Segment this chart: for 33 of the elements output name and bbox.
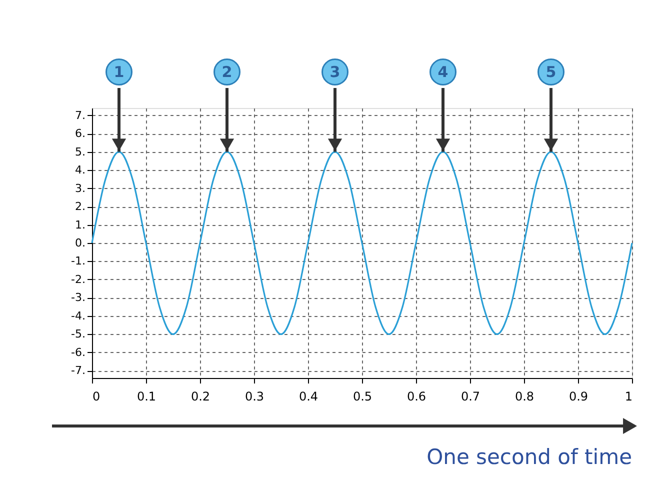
x-tick-label: 0.6 <box>406 390 426 404</box>
x-tick-label: 1 <box>624 390 632 404</box>
x-tick-label: 0.7 <box>460 390 480 404</box>
y-tick-label: -4. <box>71 309 86 322</box>
annotation: 2 <box>222 63 232 81</box>
x-tick-label: 0 <box>92 390 100 404</box>
y-tick-label: -5. <box>71 328 86 341</box>
x-tick-label: 0.9 <box>568 390 588 404</box>
text: One second of time <box>426 445 632 469</box>
x-tick-label: 0.4 <box>298 390 318 404</box>
y-tick-label: -6. <box>71 346 86 359</box>
x-tick-label: 0.1 <box>136 390 156 404</box>
y-tick-label: -1. <box>71 254 86 268</box>
y-tick-label: 6. <box>75 127 86 140</box>
y-tick-label: 1. <box>75 218 86 232</box>
line-series <box>91 150 633 336</box>
x-tick-label: 0.3 <box>244 390 264 404</box>
x-tick-label: 0.8 <box>514 390 534 404</box>
y-tick-label: -7. <box>71 364 86 378</box>
y-tick-label: -2. <box>71 272 86 286</box>
x-tick-label: 0.5 <box>352 390 372 404</box>
y-tick-label: 2. <box>75 200 86 214</box>
y-tick-label: 7. <box>75 108 86 122</box>
y-tick-label: 3. <box>75 182 86 195</box>
y-tick-label: 4. <box>75 164 86 177</box>
annotation: 5 <box>546 63 556 81</box>
x-tick-label: 0.2 <box>190 390 210 404</box>
annotation: 3 <box>330 63 340 81</box>
y-tick-label: -3. <box>71 291 86 304</box>
annotation: 4 <box>438 63 448 81</box>
y-tick-label: 0. <box>75 236 86 250</box>
annotation: 1 <box>114 63 124 81</box>
y-tick-label: 5. <box>75 145 86 158</box>
